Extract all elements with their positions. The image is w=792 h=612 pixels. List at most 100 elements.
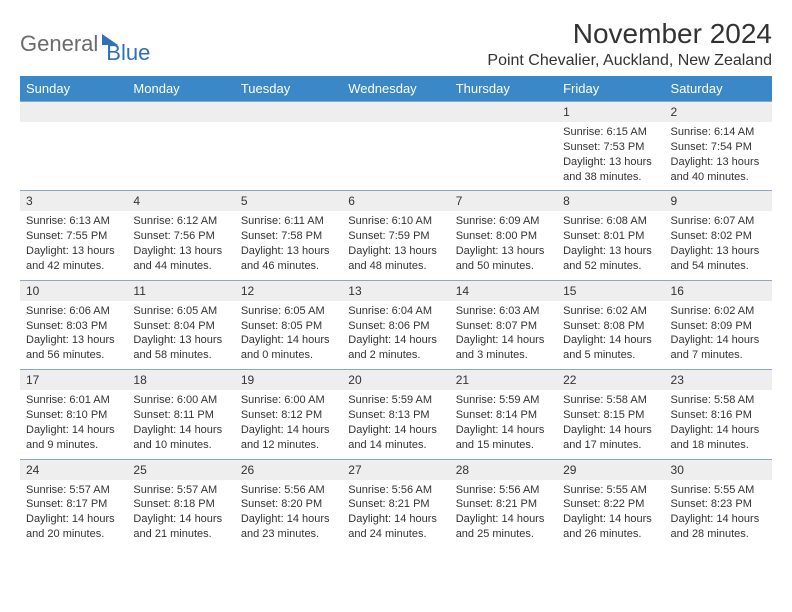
day-number-cell: 29 [557,459,664,480]
detail-line: and 18 minutes. [671,438,766,453]
detail-line: and 42 minutes. [26,259,121,274]
detail-line: Sunrise: 5:59 AM [456,393,551,408]
day-detail-cell: Sunrise: 6:02 AMSunset: 8:09 PMDaylight:… [665,301,772,370]
detail-line: Sunset: 8:18 PM [133,497,228,512]
dow-saturday: Saturday [665,76,772,102]
detail-line: Daylight: 14 hours [133,512,228,527]
detail-line: Sunset: 8:09 PM [671,319,766,334]
detail-line: Sunrise: 6:02 AM [671,304,766,319]
detail-line: Daylight: 13 hours [671,244,766,259]
day-detail-cell: Sunrise: 6:11 AMSunset: 7:58 PMDaylight:… [235,211,342,280]
day-detail-cell: Sunrise: 6:06 AMSunset: 8:03 PMDaylight:… [20,301,127,370]
detail-line: Sunrise: 6:05 AM [241,304,336,319]
detail-line: and 52 minutes. [563,259,658,274]
detail-line: Sunset: 8:23 PM [671,497,766,512]
day-number-cell: 9 [665,191,772,212]
day-number-cell: 19 [235,370,342,391]
detail-line: Sunrise: 6:07 AM [671,214,766,229]
detail-line: and 46 minutes. [241,259,336,274]
day-detail-cell: Sunrise: 5:58 AMSunset: 8:15 PMDaylight:… [557,390,664,459]
day-detail-cell: Sunrise: 5:57 AMSunset: 8:18 PMDaylight:… [127,480,234,548]
day-detail-row: Sunrise: 6:01 AMSunset: 8:10 PMDaylight:… [20,390,772,459]
detail-line: Sunset: 8:11 PM [133,408,228,423]
detail-line: Sunset: 8:14 PM [456,408,551,423]
day-number-cell: 30 [665,459,772,480]
detail-line: and 48 minutes. [348,259,443,274]
day-detail-cell: Sunrise: 6:04 AMSunset: 8:06 PMDaylight:… [342,301,449,370]
detail-line: Sunrise: 5:58 AM [563,393,658,408]
day-detail-cell: Sunrise: 6:00 AMSunset: 8:12 PMDaylight:… [235,390,342,459]
detail-line: Sunset: 8:13 PM [348,408,443,423]
day-number-cell: 24 [20,459,127,480]
day-detail-cell [235,122,342,191]
day-detail-cell: Sunrise: 5:57 AMSunset: 8:17 PMDaylight:… [20,480,127,548]
detail-line: Sunrise: 6:08 AM [563,214,658,229]
detail-line: Daylight: 13 hours [671,155,766,170]
detail-line: Sunset: 8:17 PM [26,497,121,512]
detail-line: Sunrise: 6:14 AM [671,125,766,140]
header: General Blue November 2024 Point Chevali… [20,18,772,70]
detail-line: Sunset: 8:06 PM [348,319,443,334]
detail-line: Daylight: 14 hours [671,423,766,438]
detail-line: and 21 minutes. [133,527,228,542]
detail-line: Daylight: 13 hours [133,244,228,259]
detail-line: Sunrise: 6:03 AM [456,304,551,319]
day-number-cell: 14 [450,280,557,301]
day-number-cell: 23 [665,370,772,391]
detail-line: and 38 minutes. [563,170,658,185]
detail-line: and 9 minutes. [26,438,121,453]
detail-line: Sunset: 8:07 PM [456,319,551,334]
detail-line: Daylight: 14 hours [563,423,658,438]
day-number-cell: 12 [235,280,342,301]
detail-line: and 12 minutes. [241,438,336,453]
detail-line: Daylight: 14 hours [563,512,658,527]
detail-line: Daylight: 14 hours [671,512,766,527]
day-detail-cell: Sunrise: 6:13 AMSunset: 7:55 PMDaylight:… [20,211,127,280]
detail-line: Sunset: 8:00 PM [456,229,551,244]
day-detail-cell [20,122,127,191]
logo-text-blue: Blue [106,40,150,66]
detail-line: Daylight: 13 hours [133,333,228,348]
detail-line: Sunrise: 6:15 AM [563,125,658,140]
detail-line: Sunset: 8:08 PM [563,319,658,334]
day-number-cell: 17 [20,370,127,391]
day-number-cell [235,102,342,123]
detail-line: Daylight: 14 hours [241,333,336,348]
detail-line: and 23 minutes. [241,527,336,542]
detail-line: Sunrise: 6:10 AM [348,214,443,229]
day-number-cell: 20 [342,370,449,391]
detail-line: Sunrise: 6:02 AM [563,304,658,319]
detail-line: Sunset: 7:59 PM [348,229,443,244]
detail-line: Sunrise: 5:57 AM [133,483,228,498]
detail-line: Daylight: 14 hours [456,333,551,348]
day-detail-cell [127,122,234,191]
day-number-row: 24252627282930 [20,459,772,480]
day-number-cell: 21 [450,370,557,391]
day-number-cell: 26 [235,459,342,480]
detail-line: and 17 minutes. [563,438,658,453]
logo: General Blue [20,18,150,66]
detail-line: Daylight: 13 hours [26,244,121,259]
detail-line: Daylight: 13 hours [241,244,336,259]
day-detail-cell: Sunrise: 6:10 AMSunset: 7:59 PMDaylight:… [342,211,449,280]
detail-line: and 3 minutes. [456,348,551,363]
detail-line: and 10 minutes. [133,438,228,453]
dow-wednesday: Wednesday [342,76,449,102]
day-detail-cell: Sunrise: 5:55 AMSunset: 8:22 PMDaylight:… [557,480,664,548]
detail-line: Sunrise: 5:56 AM [456,483,551,498]
day-number-cell [127,102,234,123]
detail-line: Daylight: 13 hours [563,244,658,259]
day-detail-cell: Sunrise: 5:56 AMSunset: 8:21 PMDaylight:… [450,480,557,548]
day-number-cell: 2 [665,102,772,123]
day-number-cell: 8 [557,191,664,212]
day-detail-cell: Sunrise: 6:00 AMSunset: 8:11 PMDaylight:… [127,390,234,459]
detail-line: Sunset: 8:03 PM [26,319,121,334]
detail-line: and 14 minutes. [348,438,443,453]
detail-line: Sunset: 8:22 PM [563,497,658,512]
detail-line: and 26 minutes. [563,527,658,542]
detail-line: and 56 minutes. [26,348,121,363]
location: Point Chevalier, Auckland, New Zealand [487,52,772,70]
detail-line: Sunrise: 6:09 AM [456,214,551,229]
detail-line: and 15 minutes. [456,438,551,453]
detail-line: Daylight: 13 hours [26,333,121,348]
